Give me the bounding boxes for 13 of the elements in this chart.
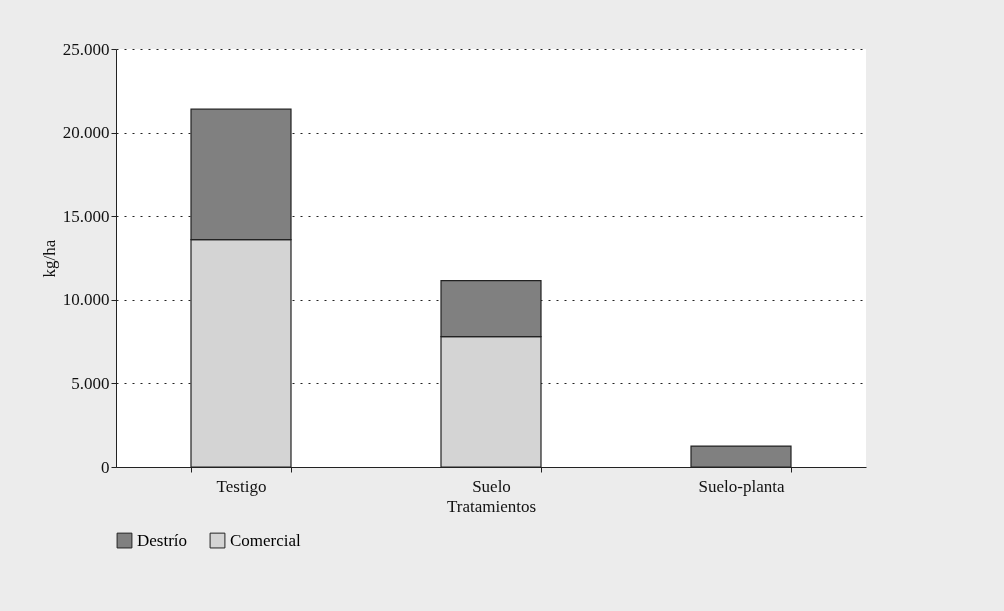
legend-label: Destrío <box>137 530 188 550</box>
y-axis-title: kg/ha <box>39 239 59 278</box>
y-tick-label: 25.000 <box>62 39 110 59</box>
legend-label: Comercial <box>230 530 302 550</box>
x-tick-label: Suelo <box>472 476 511 496</box>
y-tick-label: 5.000 <box>71 373 110 393</box>
y-tick-label: 20.000 <box>62 123 110 143</box>
y-tick-label: 10.000 <box>62 290 110 310</box>
x-tick-label: Testigo <box>216 476 267 496</box>
y-tick-label: 0 <box>101 457 110 477</box>
x-axis-title: Tratamientos <box>446 496 537 516</box>
y-tick-label: 15.000 <box>62 206 110 226</box>
x-tick-label: Suelo-planta <box>698 476 785 496</box>
